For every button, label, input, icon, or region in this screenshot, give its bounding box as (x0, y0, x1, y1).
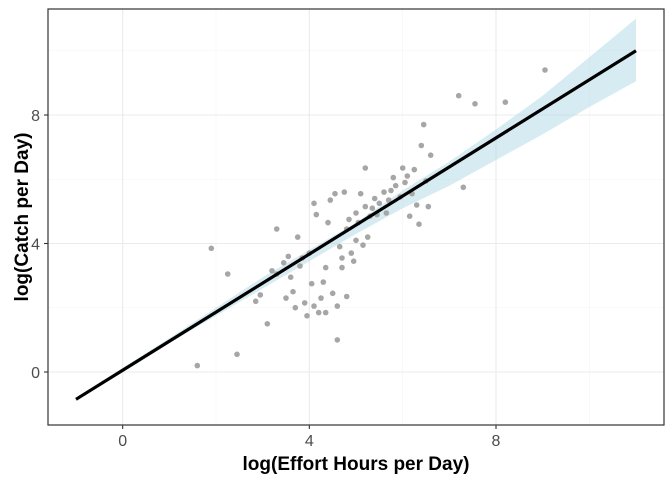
data-point-77 (425, 203, 432, 210)
data-point-64 (392, 182, 399, 189)
confidence-ribbon (76, 18, 636, 401)
data-point-10 (280, 260, 287, 266)
data-point-12 (285, 253, 292, 260)
data-point-35 (334, 303, 341, 309)
data-point-82 (502, 99, 509, 105)
fit-line (75, 49, 637, 401)
y-tick-label-0: 0 (31, 365, 40, 382)
data-point-58 (376, 200, 383, 207)
data-point-40 (341, 189, 348, 195)
data-point-5 (257, 292, 264, 298)
data-point-38 (339, 255, 345, 261)
data-point-31 (325, 219, 331, 226)
data-point-3 (234, 351, 240, 358)
data-point-36 (334, 337, 341, 343)
data-point-69 (406, 213, 413, 219)
data-point-44 (348, 250, 355, 256)
plot-frame (47, 8, 665, 426)
data-point-63 (390, 174, 397, 181)
data-point-2 (224, 271, 231, 277)
data-point-22 (308, 280, 315, 287)
data-point-30 (322, 309, 329, 316)
data-point-73 (416, 221, 422, 227)
regression-line (75, 49, 637, 401)
x-axis-ticks: 0 4 8 (118, 425, 501, 450)
y-tick-label-2: 8 (31, 108, 40, 125)
data-point-41 (343, 293, 350, 300)
data-point-32 (327, 197, 334, 203)
data-point-1 (208, 245, 215, 252)
data-point-4 (252, 298, 259, 305)
data-point-17 (297, 263, 303, 269)
data-point-50 (360, 242, 366, 248)
data-point-83 (542, 67, 548, 73)
grid (48, 9, 664, 425)
scatter-points (194, 67, 548, 369)
data-point-53 (364, 234, 371, 240)
data-point-72 (413, 202, 420, 208)
x-tick-label-0: 0 (118, 433, 127, 450)
y-axis-ticks: 0 4 8 (31, 108, 48, 382)
y-axis-title: log(Catch per Day) (12, 133, 33, 302)
x-tick-label-1: 4 (305, 433, 314, 450)
data-point-59 (381, 189, 387, 195)
data-point-39 (339, 264, 345, 271)
data-point-67 (402, 179, 408, 186)
data-point-49 (357, 190, 364, 197)
data-point-23 (311, 200, 317, 207)
data-point-46 (353, 210, 359, 216)
data-point-56 (371, 195, 378, 202)
data-point-13 (287, 274, 294, 281)
y-tick-label-1: 4 (31, 237, 40, 254)
data-point-47 (353, 237, 359, 244)
data-point-71 (411, 166, 418, 173)
data-point-11 (283, 295, 289, 301)
data-point-26 (315, 309, 322, 316)
data-point-60 (383, 210, 390, 216)
data-point-34 (332, 190, 338, 197)
data-point-8 (273, 226, 280, 232)
data-point-61 (385, 197, 392, 203)
confidence-band (76, 18, 636, 401)
data-point-14 (290, 288, 296, 295)
data-point-25 (313, 211, 320, 218)
data-point-79 (455, 92, 462, 99)
data-point-24 (311, 303, 317, 309)
data-point-6 (264, 321, 271, 327)
data-point-55 (369, 205, 376, 211)
data-point-51 (362, 165, 369, 171)
data-point-81 (472, 101, 478, 107)
x-tick-label-2: 8 (492, 433, 501, 450)
data-point-33 (329, 290, 336, 297)
data-point-52 (362, 203, 369, 210)
data-point-37 (336, 243, 343, 250)
data-point-0 (194, 362, 201, 369)
data-point-27 (318, 295, 324, 301)
data-point-75 (420, 121, 427, 128)
data-point-7 (269, 268, 275, 274)
data-point-16 (294, 234, 301, 240)
data-point-45 (350, 258, 357, 265)
data-point-78 (427, 152, 434, 158)
x-axis-title: log(Effort Hours per Day) (243, 454, 470, 475)
data-point-43 (346, 216, 352, 223)
data-point-80 (460, 184, 467, 191)
data-point-66 (399, 165, 406, 171)
data-point-19 (301, 300, 308, 306)
data-point-29 (322, 264, 329, 271)
data-point-68 (404, 173, 411, 179)
data-point-62 (388, 187, 394, 194)
data-point-20 (304, 313, 310, 319)
data-point-74 (418, 142, 425, 149)
data-point-15 (292, 304, 299, 311)
data-point-28 (320, 279, 327, 285)
